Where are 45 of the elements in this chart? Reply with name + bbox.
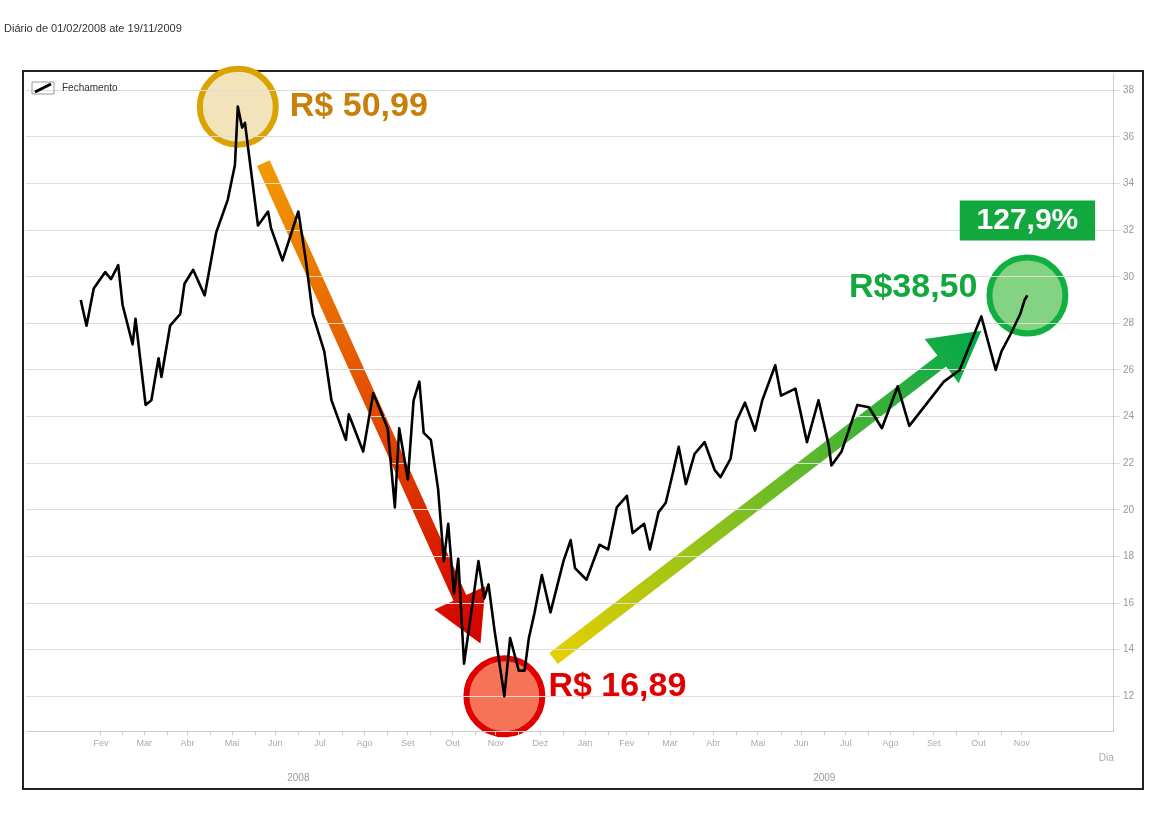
y-tick-label: 36 bbox=[1122, 130, 1135, 142]
annotation: R$ 50,99 bbox=[289, 85, 428, 123]
y-tick-label: 34 bbox=[1122, 177, 1135, 189]
y-tick-label: 38 bbox=[1122, 84, 1135, 96]
x-tick-label: Jan bbox=[577, 738, 593, 749]
annotation: 127,9% bbox=[976, 201, 1079, 235]
y-tick-label: 12 bbox=[1122, 689, 1135, 701]
x2-tick-label: 2009 bbox=[813, 771, 836, 783]
x-tick-label: Nov bbox=[487, 738, 505, 749]
x-tick-label: Jul bbox=[840, 738, 852, 749]
x-tick-label: Fev bbox=[93, 738, 109, 749]
x-tick-label: Nov bbox=[1013, 738, 1031, 749]
y-tick-label: 14 bbox=[1122, 643, 1135, 655]
x-tick-label: Set bbox=[927, 738, 942, 749]
x-tick-label: Abr bbox=[706, 738, 721, 749]
x-axis-title: Dia bbox=[1098, 751, 1115, 763]
x-tick-label: Fev bbox=[619, 738, 635, 749]
y-tick-label: 20 bbox=[1122, 503, 1135, 515]
x-tick-label: Jun bbox=[793, 738, 809, 749]
x-tick-label: Mar bbox=[662, 738, 678, 749]
x2-tick-label: 2008 bbox=[287, 771, 310, 783]
annotation: R$ 16,89 bbox=[548, 664, 687, 703]
x-tick-label: Out bbox=[445, 738, 461, 749]
y-tick-label: 18 bbox=[1122, 550, 1135, 562]
x-tick-label: Mai bbox=[224, 738, 240, 749]
x-tick-label: Mai bbox=[750, 738, 766, 749]
y-tick-label: 30 bbox=[1122, 270, 1135, 282]
x-tick-label: Ago bbox=[882, 738, 899, 749]
legend-label: Fechamento bbox=[62, 81, 119, 93]
y-tick-label: 32 bbox=[1122, 223, 1135, 235]
x-tick-label: Out bbox=[971, 738, 987, 749]
annotation: R$38,50 bbox=[848, 265, 978, 304]
x-tick-label: Dez bbox=[532, 738, 549, 749]
x-tick-label: Set bbox=[401, 738, 416, 749]
y-tick-label: 16 bbox=[1122, 596, 1135, 608]
x-tick-label: Abr bbox=[180, 738, 195, 749]
y-tick-label: 24 bbox=[1122, 410, 1135, 422]
chart-subtitle: Diário de 01/02/2008 ate 19/11/2009 bbox=[4, 22, 182, 34]
y-tick-label: 22 bbox=[1122, 456, 1135, 468]
x-tick-label: Jun bbox=[268, 738, 283, 749]
x-tick-label: Jul bbox=[314, 738, 326, 749]
x-tick-label: Ago bbox=[356, 738, 373, 749]
y-tick-label: 26 bbox=[1122, 363, 1135, 375]
x-tick-label: Mar bbox=[136, 738, 152, 749]
y-tick-label: 28 bbox=[1122, 317, 1135, 329]
